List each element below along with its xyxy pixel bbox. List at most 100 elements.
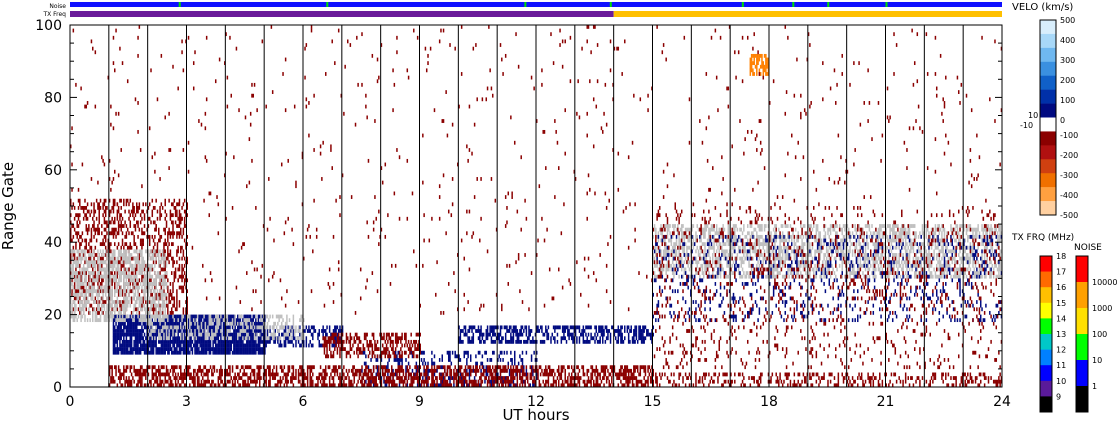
cell: [173, 321, 176, 326]
cell: [112, 202, 115, 207]
cell: [497, 372, 499, 377]
cell: [161, 350, 164, 355]
cell: [176, 303, 178, 308]
cell: [195, 321, 198, 326]
cell: [136, 332, 138, 337]
cell: [139, 383, 142, 388]
cell: [70, 213, 72, 218]
cell: [595, 383, 598, 388]
cell: [530, 358, 533, 362]
cell: [292, 365, 295, 370]
cell: [410, 379, 412, 384]
cell: [823, 376, 825, 380]
cell: [79, 253, 81, 257]
cell: [618, 329, 621, 333]
cell: [507, 329, 510, 333]
cell: [174, 350, 177, 355]
cell: [630, 376, 632, 380]
cell: [108, 231, 111, 236]
cell: [85, 238, 88, 243]
cell: [212, 347, 214, 351]
cell: [407, 339, 410, 344]
cell: [243, 336, 245, 341]
cell: [480, 332, 482, 337]
cell: [168, 296, 170, 301]
cell: [879, 383, 881, 388]
cell: [357, 354, 359, 359]
cell: [202, 336, 204, 341]
cell: [454, 372, 456, 377]
cell: [136, 282, 138, 286]
cell: [638, 325, 640, 330]
cell: [739, 372, 741, 377]
cell: [110, 365, 112, 370]
cell: [180, 368, 182, 373]
cell: [692, 383, 695, 388]
cell: [244, 372, 247, 377]
cell: [639, 332, 642, 337]
cell: [603, 383, 605, 388]
cell: [600, 329, 603, 333]
cell: [190, 318, 192, 323]
cell: [89, 238, 91, 243]
cell: [258, 383, 261, 388]
cell: [265, 343, 267, 348]
cell: [123, 202, 125, 207]
cell: [200, 329, 203, 333]
cell: [199, 383, 201, 388]
cell: [234, 339, 236, 344]
cell: [636, 365, 639, 370]
cell: [136, 220, 138, 225]
cell: [134, 314, 137, 319]
cell: [249, 332, 252, 337]
cell: [482, 368, 485, 373]
cell: [150, 339, 152, 344]
cell: [481, 372, 484, 377]
cell: [532, 368, 534, 373]
cell: [959, 383, 961, 388]
cell: [180, 383, 182, 388]
cell: [142, 321, 144, 326]
cell: [534, 332, 537, 337]
cell: [638, 336, 640, 341]
cell: [629, 379, 631, 384]
cell: [116, 343, 119, 348]
cell: [406, 383, 409, 388]
cell: [137, 379, 139, 384]
cell: [512, 336, 515, 341]
cell: [234, 379, 236, 384]
cell: [427, 379, 429, 384]
cell: [798, 383, 801, 388]
cell: [550, 336, 552, 341]
cell: [220, 332, 222, 337]
cell: [564, 329, 566, 333]
cell: [199, 350, 201, 355]
cell: [797, 372, 799, 377]
cell: [467, 365, 469, 370]
cell: [204, 318, 207, 323]
cell: [508, 329, 511, 333]
cell: [130, 321, 133, 326]
cell: [933, 372, 935, 377]
cell: [450, 383, 453, 388]
cell: [104, 227, 107, 232]
cell: [300, 368, 302, 373]
cell: [173, 300, 176, 304]
cell: [168, 383, 170, 388]
cell: [327, 365, 330, 370]
cell: [769, 379, 771, 384]
cell: [134, 267, 137, 272]
cell: [164, 350, 166, 355]
cell: [495, 368, 498, 373]
cell: [376, 354, 379, 359]
cell: [204, 350, 207, 355]
cell: [489, 379, 491, 384]
cell: [857, 383, 859, 388]
cell: [137, 220, 139, 225]
cell: [414, 372, 416, 377]
cell: [303, 379, 305, 384]
cell: [290, 329, 292, 333]
cell: [145, 368, 147, 373]
cell: [217, 379, 220, 384]
cell: [156, 379, 159, 384]
